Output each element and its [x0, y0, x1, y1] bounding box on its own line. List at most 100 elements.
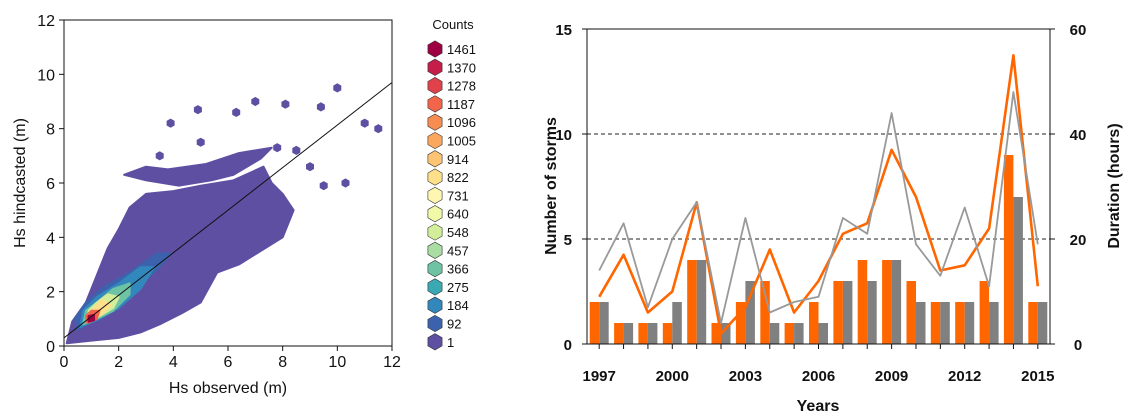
outlier-hex-3 [251, 96, 260, 107]
storm-bar [916, 302, 926, 344]
hexbin-y-tick-label: 4 [46, 230, 55, 247]
duration-line-1 [598, 91, 1039, 324]
storms-y-ticks: 0 5 10 15 [555, 22, 587, 354]
storms-x-ticks: 1997 2000 2003 2006 2009 2012 2015 [582, 344, 1055, 385]
hexbin-x-ticks: 0 2 4 6 8 10 12 [60, 346, 401, 371]
storm-bar [867, 281, 877, 344]
duration-y-tick-label: 40 [1070, 127, 1087, 144]
hexbin-y-tick-label: 10 [37, 67, 55, 84]
hexbin-y-tick-label: 12 [37, 13, 55, 30]
legend-swatch [427, 113, 443, 131]
outlier-hex-1 [193, 105, 202, 115]
storm-bar [940, 302, 950, 344]
storm-bar [784, 323, 795, 344]
storm-bar [1013, 197, 1023, 344]
storm-bar [769, 323, 780, 344]
storm-bar [1037, 302, 1048, 344]
legend-label: 457 [447, 243, 469, 258]
storms-x-label: Years [797, 398, 840, 415]
storm-bar [711, 323, 721, 344]
density-region-1 [123, 146, 273, 187]
legend-swatch [427, 314, 443, 333]
storm-bar [760, 281, 770, 344]
storm-bar [809, 302, 819, 344]
outlier-hex-5 [316, 102, 325, 112]
storm-bar [696, 260, 707, 344]
legend-label: 822 [447, 170, 469, 185]
legend-label: 548 [447, 225, 469, 240]
storm-bar [721, 323, 731, 344]
legend-swatch [427, 58, 443, 76]
storm-bar [964, 302, 975, 344]
duration-y-tick-label: 60 [1070, 22, 1087, 39]
legend-swatch [427, 150, 443, 168]
storms-gridlines [587, 133, 1050, 240]
storms-y-tick-label: 0 [564, 337, 572, 354]
storm-bar [955, 302, 965, 344]
storms-bars [589, 155, 1048, 344]
hexbin-x-label: Hs observed (m) [169, 380, 287, 397]
storms-x-tick-label: 2009 [875, 368, 908, 385]
legend-label: 275 [447, 280, 469, 295]
hexbin-x-tick-label: 12 [383, 354, 401, 371]
storm-bar [599, 302, 609, 344]
storm-bar [857, 260, 868, 344]
storms-x-tick-label: 2006 [802, 368, 835, 385]
storm-bar [735, 302, 746, 344]
hexbin-y-tick-label: 8 [46, 122, 55, 139]
hexbin-x-tick-label: 2 [114, 354, 123, 371]
hexbin-y-label: Hs hindcasted (m) [12, 118, 29, 248]
storms-y-tick-label: 10 [555, 127, 572, 144]
storms-x-tick-label: 2015 [1021, 368, 1054, 385]
storm-bar [930, 302, 941, 344]
outlier-hex-12 [292, 145, 301, 155]
storm-bar [794, 323, 804, 344]
duration-line-0 [598, 53, 1040, 335]
legend-label: 1 [447, 335, 454, 350]
regression-line [63, 82, 393, 339]
hexbin-y-tick-label: 0 [46, 339, 55, 356]
legend-label: 1461 [447, 42, 476, 57]
storms-x-tick-label: 2012 [948, 368, 981, 385]
hexbin-y-ticks: 0 2 4 6 8 10 12 [37, 13, 64, 356]
outlier-hex-2 [232, 107, 241, 117]
legend-swatch [427, 40, 443, 58]
storm-bar [891, 260, 902, 344]
storms-x-tick-label: 1997 [582, 368, 615, 385]
legend-label: 640 [447, 207, 469, 222]
counts-legend: Counts 1461 1370 1278 1187 1096 1005 914 822 731… [427, 17, 476, 351]
storm-bar [647, 323, 658, 344]
storm-bar [672, 302, 682, 344]
storms-y-label: Number of storms [543, 117, 560, 255]
legend-label: 184 [447, 298, 469, 313]
storms-x-tick-label: 2000 [656, 368, 689, 385]
storms-y-tick-label: 5 [564, 232, 572, 249]
legend-swatch [427, 131, 443, 150]
legend-title: Counts [432, 17, 474, 32]
hexbin-x-tick-label: 10 [328, 354, 346, 371]
duration-y-label: Duration (hours) [1106, 123, 1123, 248]
duration-y-ticks: 0 20 40 60 [1050, 22, 1086, 354]
storm-bar [662, 323, 673, 344]
legend-swatch [427, 95, 443, 113]
outlier-hex-6 [333, 83, 342, 93]
hexbin-x-tick-label: 8 [278, 354, 287, 371]
storm-bar [614, 323, 624, 344]
legend-label: 1278 [447, 79, 476, 94]
legend-swatch [427, 168, 443, 186]
storms-y-tick-label: 15 [555, 22, 572, 39]
outlier-hex-8 [360, 118, 369, 128]
storm-bar [842, 281, 853, 344]
storm-bar [1003, 155, 1014, 344]
hexbin-y-tick-label: 6 [46, 176, 55, 193]
hexbin-panel: 0 2 4 6 8 10 12 0 2 4 6 8 10 12 Hs observed (m) Hs h… [12, 13, 401, 397]
outlier-hex-14 [196, 137, 205, 147]
hexbin-x-tick-label: 6 [224, 354, 233, 371]
duration-y-tick-label: 0 [1074, 337, 1082, 354]
legend-swatch [427, 296, 443, 314]
outlier-hex-13 [273, 143, 282, 153]
legend-label: 92 [447, 317, 461, 332]
legend-swatch [427, 205, 443, 223]
storm-bar [745, 281, 755, 344]
